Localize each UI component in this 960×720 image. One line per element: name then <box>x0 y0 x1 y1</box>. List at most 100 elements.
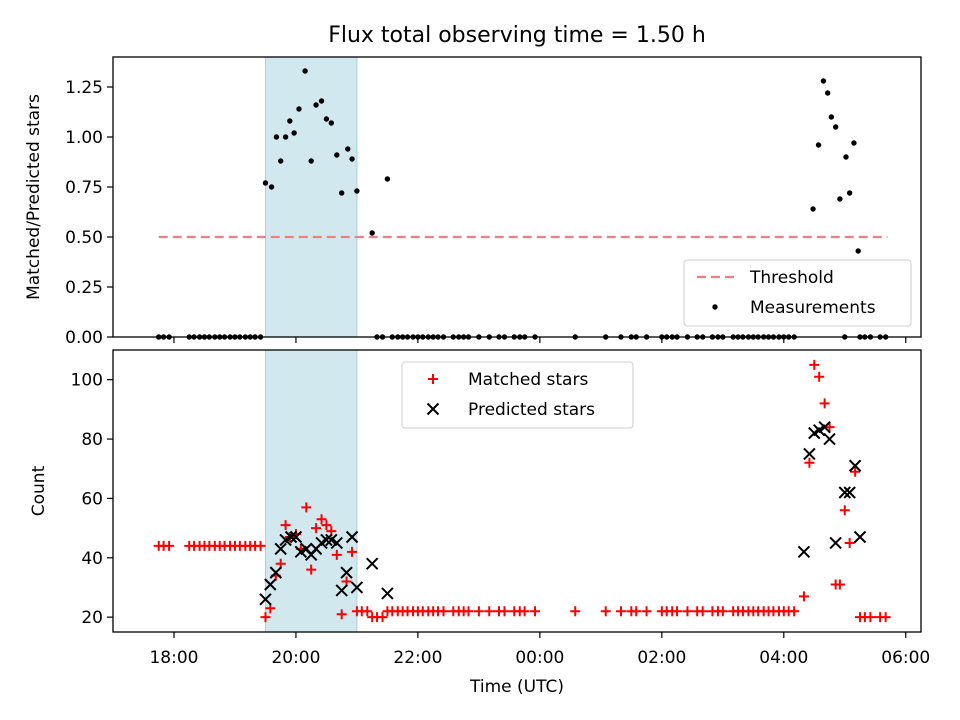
legend-marker <box>712 304 718 310</box>
ratio-legend: Threshold Measurements <box>683 259 912 327</box>
data-point <box>819 398 830 409</box>
data-point <box>255 540 266 551</box>
data-point <box>384 176 391 182</box>
data-point <box>832 124 839 130</box>
x-tick-label: 00:00 <box>515 648 564 668</box>
count-plot-area <box>153 359 891 623</box>
data-point <box>809 359 820 370</box>
data-point <box>316 514 327 525</box>
data-point <box>810 206 816 212</box>
data-point <box>331 549 342 560</box>
y-tick-label: 100 <box>71 371 103 391</box>
y-tick-label: 1.00 <box>65 128 103 148</box>
legend-box <box>683 259 912 327</box>
ratio-axes-frame <box>112 56 922 338</box>
data-point <box>273 134 280 140</box>
data-point <box>519 606 530 617</box>
data-point <box>855 248 861 254</box>
data-point <box>823 432 836 446</box>
legend-label: Threshold <box>749 268 834 288</box>
data-point <box>850 466 861 477</box>
data-point <box>274 542 287 556</box>
data-point <box>349 156 355 162</box>
y-tick-label: 20 <box>81 608 103 628</box>
data-point <box>853 530 867 544</box>
ratio-y-label: Matched/Predicted stars <box>24 94 44 300</box>
data-point <box>846 190 853 196</box>
data-point <box>803 447 816 461</box>
data-point <box>797 545 811 559</box>
data-point <box>284 530 298 544</box>
x-tick-label: 18:00 <box>149 648 198 668</box>
legend-label: Measurements <box>750 298 876 318</box>
data-point <box>814 371 825 382</box>
data-point <box>600 606 611 617</box>
data-point <box>340 566 353 579</box>
x-tick-label: 04:00 <box>759 648 808 668</box>
data-point <box>365 557 379 570</box>
data-point <box>262 180 269 186</box>
ratio-x-ticks <box>173 337 907 343</box>
data-point <box>335 584 348 597</box>
legend-label: Matched stars <box>468 370 588 390</box>
legend-label: Predicted stars <box>468 400 595 420</box>
y-tick-label: 40 <box>81 549 103 569</box>
data-point <box>682 606 693 617</box>
x-axis-label: Time (UTC) <box>469 677 564 697</box>
data-point <box>336 609 347 620</box>
data-point <box>323 116 330 122</box>
data-point <box>837 196 843 202</box>
data-point <box>334 152 340 158</box>
data-point <box>529 606 540 617</box>
data-point <box>259 593 272 606</box>
observing-window-span <box>264 349 358 633</box>
data-point <box>818 420 831 434</box>
data-point <box>354 188 360 194</box>
data-point <box>318 98 325 104</box>
series-predicted-stars <box>259 420 867 606</box>
x-tick-label: 20:00 <box>271 648 320 668</box>
data-point <box>484 606 495 617</box>
data-point <box>789 606 800 617</box>
data-point <box>347 546 358 557</box>
data-point <box>301 502 312 513</box>
data-point <box>287 118 293 124</box>
data-point <box>313 102 319 108</box>
x-tick-label: 22:00 <box>393 648 442 668</box>
data-point <box>843 154 849 160</box>
data-point <box>164 540 175 551</box>
data-point <box>839 505 850 516</box>
y-tick-label: 0.75 <box>65 178 103 198</box>
data-point <box>851 140 857 146</box>
data-point <box>672 606 683 617</box>
observing-window-span <box>264 56 358 338</box>
data-point <box>289 530 303 544</box>
data-point <box>824 90 831 96</box>
data-point <box>377 612 388 623</box>
data-point <box>717 606 728 617</box>
y-tick-label: 80 <box>81 430 103 450</box>
y-tick-label: 0.00 <box>65 328 103 348</box>
data-point <box>820 78 827 84</box>
data-point <box>260 612 271 623</box>
data-point <box>473 606 484 617</box>
data-point <box>848 459 862 472</box>
data-point <box>499 606 510 617</box>
data-point <box>291 130 297 136</box>
data-point <box>381 587 394 600</box>
data-point <box>438 606 449 617</box>
data-point <box>328 120 335 126</box>
panel-count: 20 40 60 80 100 18:00 20:00 22:00 00:00 02:00 04:… <box>29 349 930 668</box>
data-point <box>277 158 284 164</box>
data-point <box>631 606 642 617</box>
data-point <box>308 158 314 164</box>
data-point <box>338 190 345 196</box>
count-y-ticks: 20 40 60 80 100 <box>71 371 113 628</box>
data-point <box>296 106 302 112</box>
data-point <box>838 486 851 499</box>
data-point <box>264 578 277 591</box>
y-tick-label: 1.25 <box>65 78 103 98</box>
data-point <box>362 606 373 617</box>
data-point <box>345 530 359 544</box>
